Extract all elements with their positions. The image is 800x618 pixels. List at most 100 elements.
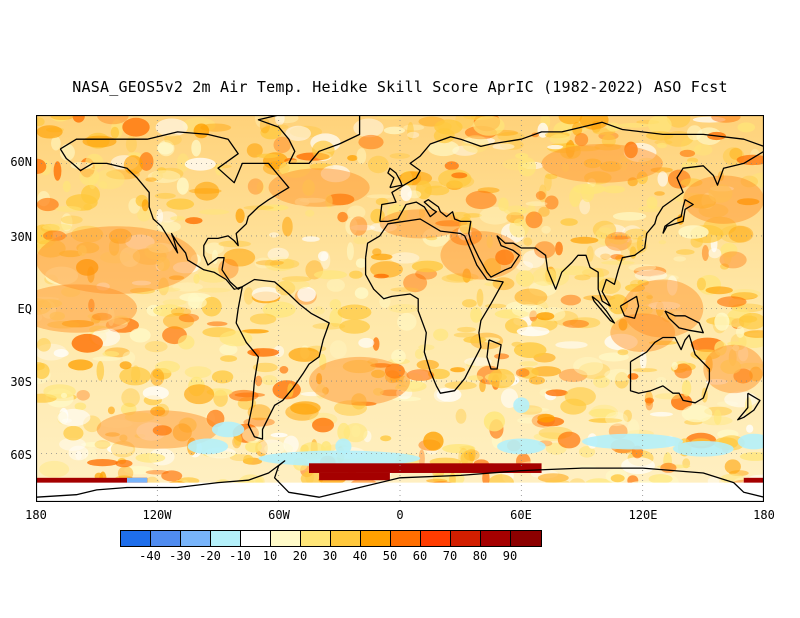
skill-patch: [137, 207, 151, 222]
skill-patch: [87, 459, 118, 467]
skill-patch: [45, 266, 79, 285]
colorbar-label: 30: [322, 549, 338, 563]
skill-patch: [531, 366, 562, 377]
skill-patch: [736, 326, 745, 338]
skill-patch: [43, 230, 66, 242]
skill-patch: [444, 161, 459, 171]
skill-patch: [108, 238, 120, 256]
skill-patch: [353, 236, 368, 245]
skill-patch: [621, 457, 655, 475]
skill-patch: [645, 398, 654, 411]
skill-patch: [666, 115, 691, 128]
colorbar-swatch: [511, 531, 541, 546]
skill-patch: [749, 172, 764, 188]
skill-patch: [720, 359, 742, 374]
skill-patch: [198, 287, 231, 293]
skill-patch: [737, 198, 760, 206]
skill-patch: [555, 341, 588, 349]
skill-patch: [262, 301, 296, 318]
skill-patch: [635, 305, 653, 316]
lat-label-60n: 60N: [10, 155, 32, 169]
skill-patch: [353, 118, 384, 138]
skill-patch: [243, 205, 274, 211]
coastline-japan: [662, 199, 694, 234]
skill-patch: [604, 368, 635, 382]
skill-patch: [388, 304, 419, 313]
skill-patch: [617, 349, 629, 356]
skill-patch: [61, 320, 95, 328]
skill-patch: [728, 225, 754, 243]
skill-patch: [427, 140, 460, 157]
skill-patch: [302, 236, 320, 242]
skill-patch: [220, 355, 238, 362]
skill-patch: [383, 126, 405, 135]
skill-patch: [418, 344, 435, 351]
skill-patch: [326, 193, 355, 206]
skill-patch: [671, 361, 678, 371]
skill-patch: [407, 131, 420, 139]
skill-patch: [96, 361, 105, 381]
skill-patch: [680, 178, 703, 187]
colorbar-label: 10: [262, 549, 278, 563]
skill-patch: [68, 445, 89, 461]
skill-patch: [115, 459, 133, 468]
skill-patch: [256, 181, 265, 194]
skill-patch: [319, 353, 327, 371]
skill-patch: [125, 234, 155, 250]
skill-patch: [687, 125, 703, 141]
skill-patch: [129, 328, 151, 343]
skill-patch: [36, 298, 52, 315]
high-skill-patch: [683, 175, 764, 224]
skill-patch: [657, 171, 668, 187]
skill-patch: [557, 431, 581, 449]
skill-patch: [574, 274, 591, 281]
negative-skill-patch: [211, 421, 245, 438]
lat-label-30s: 30S: [10, 375, 32, 389]
skill-patch: [119, 247, 141, 267]
lat-label-eq: EQ: [17, 302, 32, 316]
coastlines: [36, 115, 764, 498]
skill-patch: [681, 380, 692, 397]
skill-patch: [733, 368, 753, 384]
skill-patch: [316, 373, 323, 385]
skill-patch: [693, 144, 713, 156]
skill-patch: [517, 208, 527, 214]
skill-patch: [157, 221, 181, 233]
skill-field-patches: [36, 115, 764, 502]
skill-patch: [100, 419, 133, 428]
skill-patch: [193, 273, 200, 284]
skill-patch: [727, 341, 742, 346]
skill-patch: [396, 380, 427, 392]
skill-patch: [544, 173, 552, 191]
skill-patch: [218, 258, 239, 279]
skill-patch: [586, 245, 594, 262]
skill-patch: [590, 404, 619, 421]
skill-patch: [451, 172, 468, 179]
skill-patch: [625, 283, 645, 292]
skill-patch: [75, 450, 82, 460]
skill-patch: [681, 404, 713, 423]
colorbar-swatch: [151, 531, 181, 546]
high-skill-patch: [622, 279, 704, 338]
skill-patch: [637, 279, 649, 286]
skill-patch: [444, 381, 477, 390]
skill-patch: [457, 326, 476, 333]
skill-patch: [649, 274, 679, 282]
skill-patch: [119, 434, 128, 442]
skill-patch: [649, 411, 673, 417]
skill-patch: [518, 157, 537, 177]
colorbar-label: -20: [199, 549, 221, 563]
skill-patch: [549, 134, 571, 145]
skill-patch: [373, 273, 389, 279]
antarctic-skill-strip: [743, 477, 764, 486]
skill-patch: [105, 317, 139, 333]
skill-patch: [370, 363, 392, 368]
skill-patch: [145, 470, 169, 475]
skill-patch: [90, 314, 101, 324]
skill-patch: [92, 312, 112, 321]
skill-patch: [36, 197, 59, 212]
skill-patch: [269, 258, 300, 269]
antarctic-skill-strip: [36, 477, 148, 486]
skill-patch: [346, 242, 354, 261]
skill-patch: [438, 169, 472, 189]
